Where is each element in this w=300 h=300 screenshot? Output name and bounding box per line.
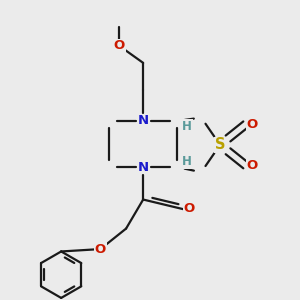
Text: O: O: [114, 39, 125, 52]
Text: N: N: [138, 115, 149, 128]
Text: O: O: [247, 159, 258, 172]
Text: H: H: [182, 155, 192, 169]
Text: O: O: [95, 243, 106, 256]
Text: N: N: [138, 160, 149, 174]
Text: O: O: [247, 118, 258, 131]
Text: S: S: [215, 137, 225, 152]
Text: H: H: [182, 120, 192, 133]
Text: O: O: [184, 202, 195, 214]
